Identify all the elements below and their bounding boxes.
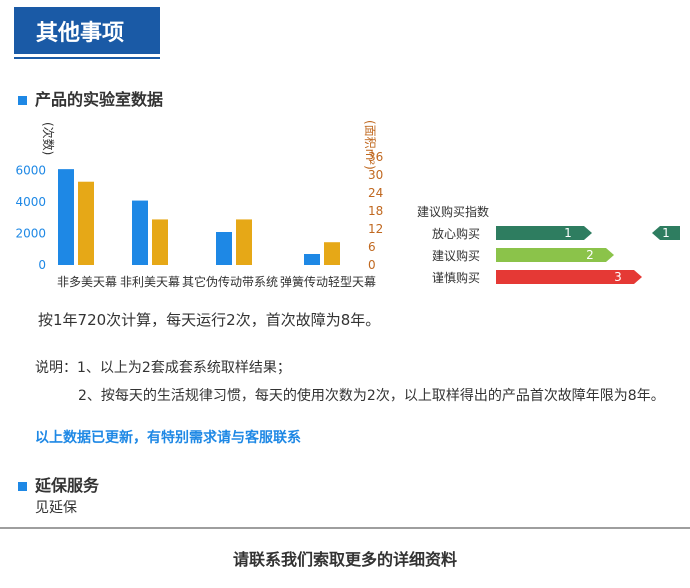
- rating-value: 3: [614, 270, 622, 284]
- right-axis: (面积m²) 0 6 12 18 24 30 36: [363, 120, 383, 272]
- calc-text: 按1年720次计算，每天运行2次，首次故障为8年。: [38, 311, 381, 329]
- rating-label: 建议购买: [432, 248, 480, 263]
- category-label: 非利美天幕: [120, 275, 180, 289]
- bar-blue: [304, 254, 320, 265]
- lab-section-title: 产品的实验室数据: [35, 90, 164, 109]
- y-left-label: (次数): [41, 122, 56, 155]
- footer-contact: 请联系我们索取更多的详细资料: [232, 550, 457, 569]
- section-bullet-icon: [18, 482, 27, 491]
- bar-orange: [324, 242, 340, 265]
- y-right-tick: 0: [368, 258, 376, 272]
- update-notice: 以上数据已更新，有特别需求请与客服联系: [35, 430, 301, 446]
- chart-bars: [58, 169, 340, 265]
- warranty-heading: 延保服务: [18, 472, 99, 496]
- y-left-tick: 4000: [15, 195, 46, 209]
- section-bullet-icon: [18, 96, 27, 105]
- bar-blue: [132, 200, 148, 265]
- rating-label: 谨慎购买: [432, 270, 480, 285]
- rating-marker: [652, 226, 680, 240]
- bar-blue: [58, 169, 74, 265]
- rating-label: 放心购买: [432, 226, 480, 241]
- bar-orange: [78, 181, 94, 265]
- bar-orange: [152, 219, 168, 265]
- header-underline: [14, 57, 160, 59]
- y-left-tick: 2000: [15, 227, 46, 241]
- rating-arrow: [496, 248, 614, 262]
- rating-arrow: [496, 270, 642, 284]
- y-right-tick: 6: [368, 240, 376, 254]
- page-title: 其他事项: [36, 20, 125, 46]
- y-right-label: (面积m²): [363, 120, 377, 170]
- category-label: 其它伪传动带系统: [182, 274, 278, 289]
- y-right-tick: 12: [368, 222, 383, 236]
- bar-blue: [216, 232, 232, 265]
- y-left-tick: 6000: [15, 164, 46, 178]
- category-labels: 非多美天幕 非利美天幕 其它伪传动带系统 弹簧传动轻型天幕: [57, 274, 376, 289]
- category-label: 弹簧传动轻型天幕: [280, 274, 376, 289]
- y-left-tick: 0: [38, 258, 46, 272]
- category-label: 非多美天幕: [57, 275, 117, 289]
- lab-section-heading: 产品的实验室数据: [18, 86, 163, 110]
- note-line-1: 说明：1、以上为2套成套系统取样结果；: [35, 360, 291, 376]
- lab-data-chart: (次数) 0 2000 4000 6000 (面积m²) 0 6 12 18 24 30 36 非多美…: [15, 120, 383, 289]
- y-right-tick: 36: [368, 150, 383, 164]
- rating-value: 2: [586, 248, 594, 262]
- page-header: 其他事项: [14, 7, 160, 54]
- y-right-tick: 30: [368, 168, 383, 182]
- footer-divider: [0, 527, 690, 529]
- left-axis: (次数) 0 2000 4000 6000: [15, 122, 56, 272]
- bar-orange: [236, 219, 252, 265]
- y-right-tick: 18: [368, 204, 383, 218]
- rating-title: 建议购买指数: [417, 205, 490, 219]
- rating-value: 1: [564, 226, 572, 240]
- note-line-2: 2、按每天的生活规律习惯，每天的使用次数为2次，以上取样得出的产品首次故障年限为…: [78, 388, 665, 404]
- rating-scale: 放心购买 1 建议购买 2 谨慎购买 3 1: [432, 226, 680, 285]
- y-right-tick: 24: [368, 186, 383, 200]
- rating-arrow: [496, 226, 592, 240]
- warranty-text: 见延保: [35, 500, 77, 516]
- warranty-title: 延保服务: [35, 476, 100, 495]
- rating-marker-value: 1: [662, 226, 670, 240]
